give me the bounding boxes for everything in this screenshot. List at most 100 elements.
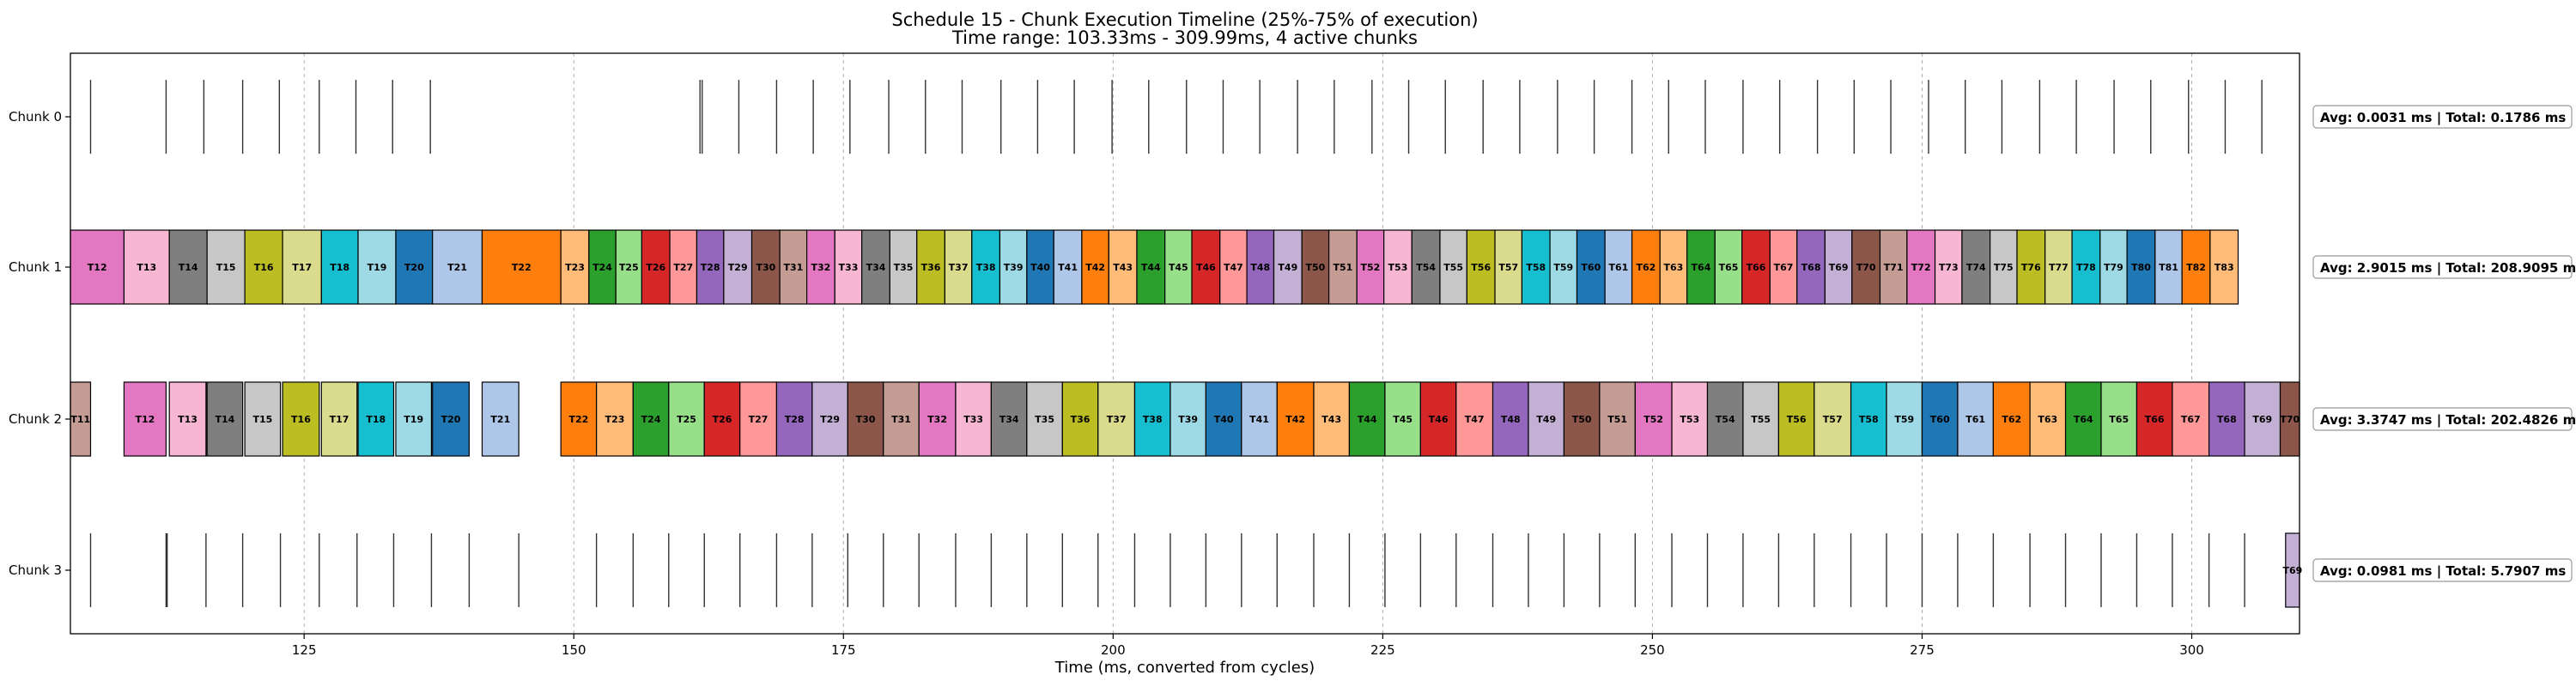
task-label: T25 (677, 414, 696, 425)
task-label: T55 (1751, 414, 1771, 425)
task-bar (244, 381, 282, 457)
task-bar (1957, 381, 1994, 457)
lane-3: Chunk 3 T69 (9, 532, 2302, 608)
task-label: T11 (70, 414, 90, 425)
task-label: T49 (1536, 414, 1556, 425)
task-label: T67 (1774, 262, 1794, 273)
task-label: T30 (856, 414, 876, 425)
lane-0: Chunk 0 (9, 80, 2263, 154)
task-bar (481, 229, 562, 305)
task-label: T14 (179, 262, 198, 273)
task-label: T27 (673, 262, 693, 273)
task-bar (357, 229, 397, 305)
task-label: T29 (728, 262, 748, 273)
task-bar (2064, 381, 2102, 457)
task-label: T53 (1680, 414, 1699, 425)
task-bar (779, 229, 808, 305)
task-label: T26 (646, 262, 665, 273)
task-bar (1886, 381, 1923, 457)
task-bar (1348, 381, 1386, 457)
task-label: T20 (441, 414, 461, 425)
lane-label: Chunk 0 (9, 109, 62, 125)
task-label: T12 (136, 414, 155, 425)
x-tick-label: 150 (562, 642, 586, 658)
task-bar (696, 229, 725, 305)
task-label: T43 (1113, 262, 1133, 273)
task-bar (1164, 229, 1193, 305)
task-bar (282, 381, 320, 457)
task-label: T31 (783, 262, 803, 273)
task-bar (244, 229, 283, 305)
task-bar (615, 229, 642, 305)
task-label: T18 (330, 262, 349, 273)
x-tick-label: 125 (292, 642, 317, 658)
task-bar (1604, 229, 1633, 305)
task-bar (560, 381, 598, 457)
task-label: T38 (1143, 414, 1163, 425)
task-bar (990, 381, 1028, 457)
task-label: T69 (2252, 414, 2272, 425)
grid-lines (303, 53, 2193, 634)
x-tick-label: 275 (1910, 642, 1935, 658)
task-label: T52 (1643, 414, 1663, 425)
task-bar (1992, 381, 2031, 457)
task-label: T46 (1429, 414, 1449, 425)
task-label: T33 (839, 262, 859, 273)
task-bar (1851, 229, 1881, 305)
task-label: T81 (2159, 262, 2178, 273)
task-bar (320, 381, 358, 457)
task-bar (1384, 381, 1421, 457)
task-label: T37 (1107, 414, 1127, 425)
task-bar (1356, 229, 1385, 305)
task-bar (1419, 381, 1457, 457)
task-label: T35 (894, 262, 914, 273)
stats-text: Avg: 3.3747 ms | Total: 202.4826 ms (2320, 412, 2576, 429)
task-label: T68 (1801, 262, 1821, 273)
task-label: T82 (2186, 262, 2206, 273)
task-bar (1327, 229, 1358, 305)
task-bar (1742, 381, 1779, 457)
lanes: Chunk 0 Chunk 1 T12 T13 T14 T15 T16 T17 T18 T19 T2… (9, 80, 2302, 608)
x-axis-label: Time (ms, converted from cycles) (1054, 659, 1315, 677)
task-bar (1170, 381, 1206, 457)
task-bar (1133, 381, 1171, 457)
task-bar (1136, 229, 1166, 305)
task-bar (2029, 381, 2067, 457)
task-label: T55 (1443, 262, 1463, 273)
task-bar (1492, 381, 1529, 457)
task-label: T16 (254, 262, 274, 273)
task-bar (1455, 381, 1494, 457)
task-label: T58 (1859, 414, 1879, 425)
task-label: T59 (1553, 262, 1573, 273)
task-bar (1634, 381, 1673, 457)
task-bar (2208, 381, 2245, 457)
chart-subtitle: Time range: 103.33ms - 309.99ms, 4 activ… (951, 27, 1418, 48)
task-bar (395, 381, 433, 457)
stats-box: Avg: 0.0981 ms | Total: 5.7907 ms (2312, 558, 2573, 582)
task-label: T57 (1498, 262, 1518, 273)
task-bar (750, 229, 781, 305)
task-label: T52 (1361, 262, 1381, 273)
task-label: T67 (2181, 414, 2201, 425)
task-bar (395, 229, 434, 305)
task-label: T15 (216, 262, 236, 273)
stats-annotations: Avg: 0.0031 ms | Total: 0.1786 ms Avg: 2.… (2312, 105, 2576, 582)
task-bar (282, 229, 322, 305)
task-bar (1961, 229, 1991, 305)
task-bar (668, 381, 705, 457)
task-label: T79 (2104, 262, 2123, 273)
lane-1: Chunk 1 T12 T13 T14 T15 T16 T17 T18 T19 T20 T21 T22… (9, 229, 2239, 305)
task-label: T47 (1224, 262, 1243, 273)
task-label: T76 (2021, 262, 2041, 273)
task-label: T18 (366, 414, 386, 425)
task-label: T17 (330, 414, 349, 425)
task-bar (1097, 381, 1136, 457)
task-label: T40 (1030, 262, 1050, 273)
task-label: T44 (1358, 414, 1377, 425)
task-label: T64 (2074, 414, 2093, 425)
task-bar (432, 381, 471, 457)
task-bar (1850, 381, 1887, 457)
task-label: T29 (820, 414, 840, 425)
task-label: T33 (963, 414, 983, 425)
